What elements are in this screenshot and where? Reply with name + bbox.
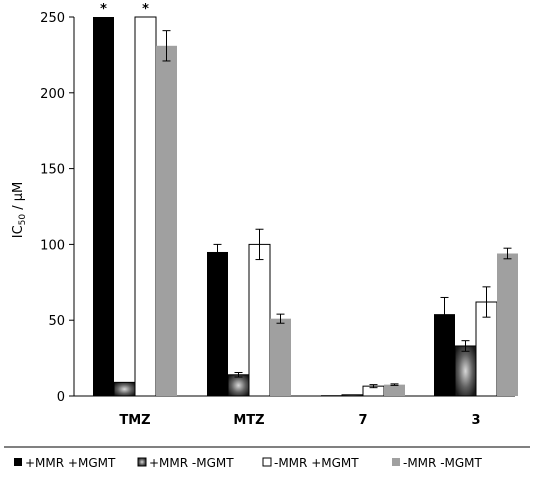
legend-label: +MMR -MGMT [149, 456, 234, 470]
legend-swatch [14, 458, 22, 466]
legend-swatch [137, 457, 147, 467]
x-category-label: 3 [471, 413, 480, 428]
y-tick-label: 50 [48, 314, 65, 329]
y-tick-label: 0 [57, 390, 65, 405]
legend: +MMR +MGMT +MMR -MGMT -MMR +MGMT -MMR -MGMT [4, 446, 530, 470]
bar [454, 345, 477, 397]
y-tick-label: 100 [40, 238, 65, 253]
legend-label: +MMR +MGMT [25, 456, 116, 470]
bar [93, 17, 114, 396]
bar [321, 395, 342, 396]
legend-label: -MMR -MGMT [403, 456, 483, 470]
y-axis-ticks: 0 50 100 150 200 250 [40, 11, 74, 405]
y-tick-label: 250 [40, 11, 65, 26]
bar [156, 45, 177, 396]
x-category-label: TMZ [119, 413, 150, 428]
x-axis-labels: TMZ MTZ 7 3 [119, 413, 480, 428]
significance-asterisk: * [100, 2, 107, 17]
y-axis-title: IC50 / µM [11, 182, 28, 239]
bar [434, 314, 455, 396]
bar [113, 381, 136, 397]
y-tick-label: 150 [40, 163, 65, 178]
bar [341, 394, 364, 397]
legend-swatch [262, 457, 272, 467]
bar [384, 384, 405, 396]
legend-swatch [392, 458, 400, 466]
svg-text:IC50 / µM: IC50 / µM [11, 182, 28, 239]
bar [227, 374, 250, 397]
bar [134, 16, 157, 397]
x-category-label: 7 [358, 413, 367, 428]
bar [207, 251, 228, 396]
legend-items: +MMR +MGMT +MMR -MGMT -MMR +MGMT -MMR -MGMT [14, 456, 483, 470]
legend-label: -MMR +MGMT [274, 456, 359, 470]
bars-group: * * [93, 2, 518, 397]
y-tick-label: 200 [40, 87, 65, 102]
bar [248, 243, 271, 397]
bar [497, 253, 518, 396]
bar [270, 318, 291, 396]
significance-asterisk: * [142, 2, 149, 17]
x-category-label: MTZ [233, 413, 264, 428]
